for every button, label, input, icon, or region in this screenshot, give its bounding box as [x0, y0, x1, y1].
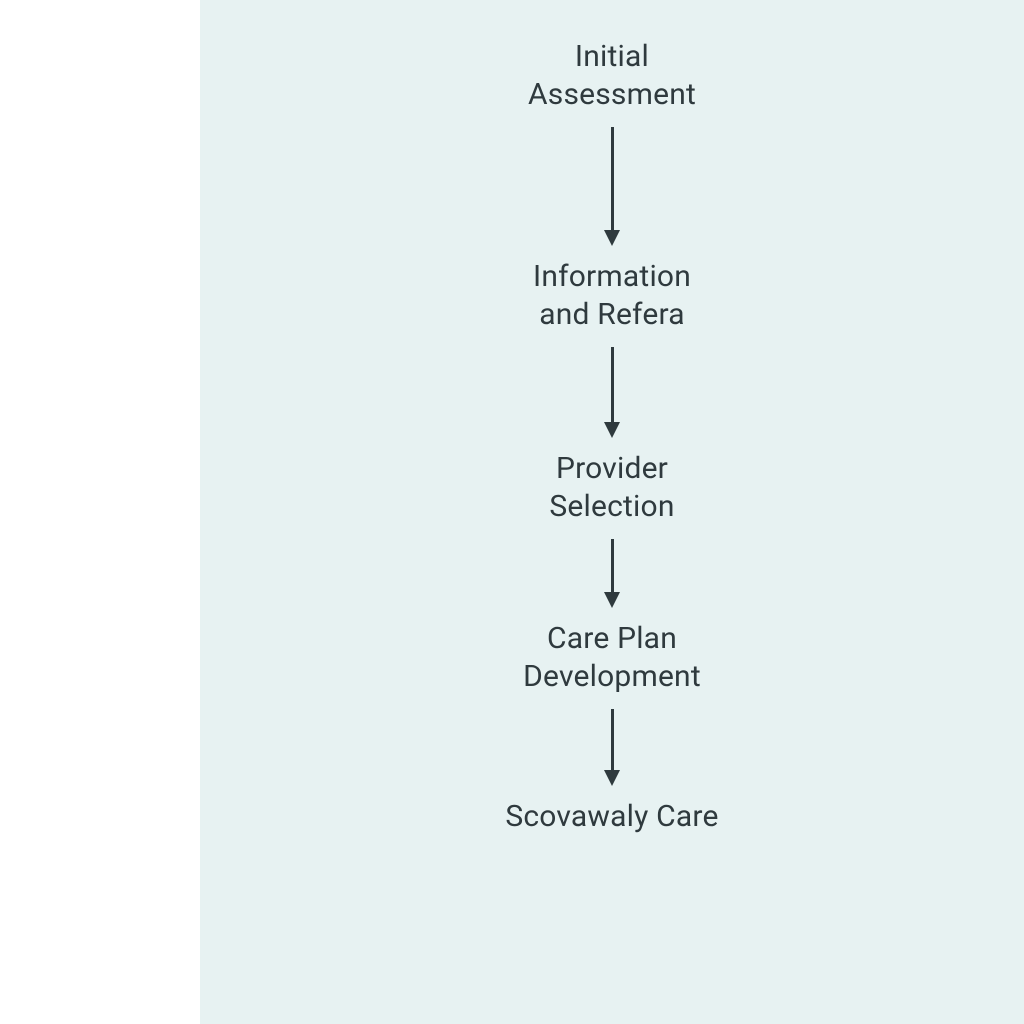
flow-node-text: and Refera: [533, 296, 691, 334]
left-sidebar: [0, 0, 200, 1024]
flow-node-text: Selection: [549, 488, 674, 526]
flow-node-n2: Informationand Refera: [533, 258, 691, 333]
flow-node-n3: ProviderSelection: [549, 450, 674, 525]
flow-node-text: Initial: [528, 38, 696, 76]
flow-arrow: [604, 347, 620, 438]
main-panel: InitialAssessment Informationand Refera Pr…: [200, 0, 1024, 1024]
arrow-head-icon: [604, 230, 620, 246]
arrow-shaft: [611, 709, 614, 771]
arrow-shaft: [611, 127, 614, 231]
flow-node-text: Information: [533, 258, 691, 296]
flow-arrow: [604, 127, 620, 246]
flow-node-text: Development: [523, 658, 701, 696]
flow-node-text: Provider: [549, 450, 674, 488]
flow-node-n5: Scovawaly Care: [505, 798, 718, 836]
arrow-shaft: [611, 539, 614, 593]
arrow-shaft: [611, 347, 614, 423]
flow-arrow: [604, 709, 620, 786]
arrow-head-icon: [604, 592, 620, 608]
flow-node-text: Scovawaly Care: [505, 798, 718, 836]
flowchart: InitialAssessment Informationand Refera Pr…: [200, 38, 1024, 836]
flow-node-n1: InitialAssessment: [528, 38, 696, 113]
flow-arrow: [604, 539, 620, 608]
flow-node-n4: Care PlanDevelopment: [523, 620, 701, 695]
arrow-head-icon: [604, 422, 620, 438]
arrow-head-icon: [604, 770, 620, 786]
flow-node-text: Assessment: [528, 76, 696, 114]
flow-node-text: Care Plan: [523, 620, 701, 658]
page: InitialAssessment Informationand Refera Pr…: [0, 0, 1024, 1024]
